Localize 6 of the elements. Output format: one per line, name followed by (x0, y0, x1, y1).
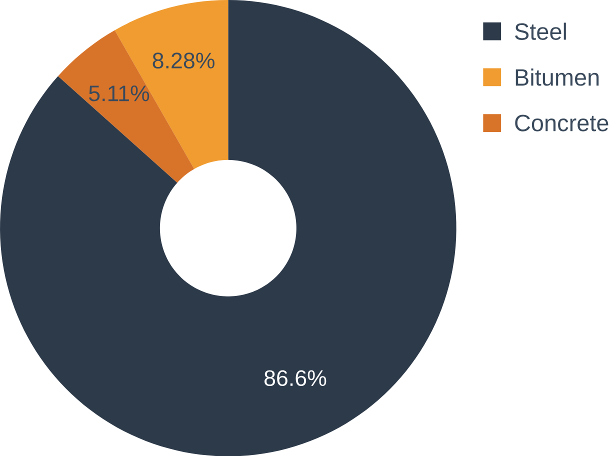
legend-label: Bitumen (516, 68, 599, 86)
data-label: 86.6% (264, 370, 326, 386)
legend-label: Concrete (515, 114, 608, 132)
legend-label: Steel (515, 22, 566, 40)
data-label: 5.11% (89, 85, 150, 102)
data-label: 8.28% (152, 52, 214, 68)
